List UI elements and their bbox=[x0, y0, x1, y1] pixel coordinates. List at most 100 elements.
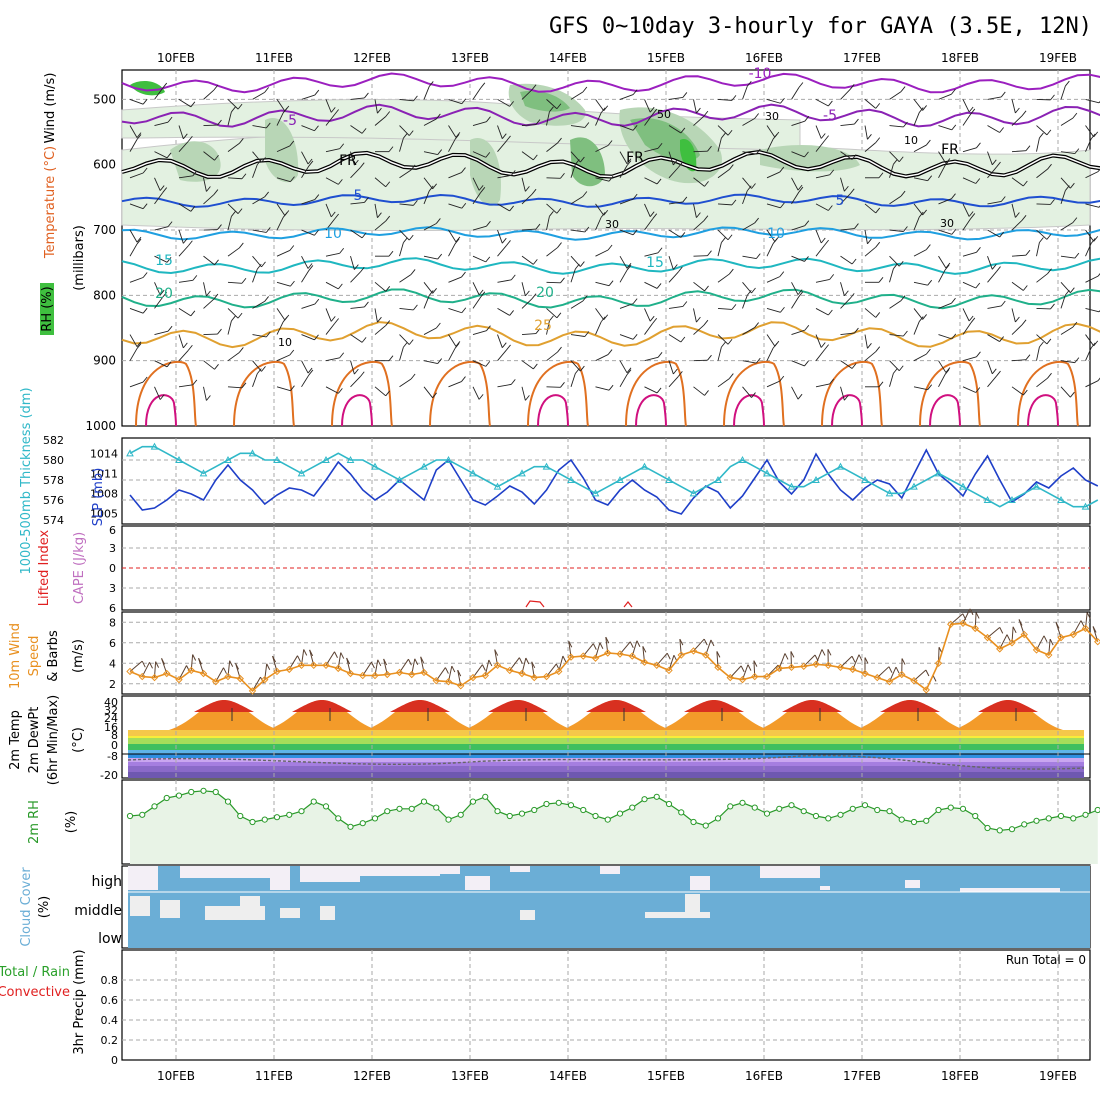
wind-barb bbox=[276, 99, 286, 112]
precip-ytick: 0 bbox=[111, 1054, 118, 1067]
wind-barb-flag bbox=[214, 259, 219, 266]
wind10m-point bbox=[898, 670, 906, 679]
wind10m-barb-flag bbox=[494, 649, 499, 656]
cloud-gap-high bbox=[465, 876, 490, 890]
wind-barb-flag bbox=[190, 101, 196, 108]
wind-barb-flag bbox=[410, 269, 416, 275]
cape-blip bbox=[525, 600, 545, 608]
wind-barb bbox=[423, 177, 433, 190]
wind-barb-flag bbox=[649, 315, 655, 322]
wind-barb-flag bbox=[804, 151, 809, 158]
profile-ylabel-units: (millibars) bbox=[72, 225, 87, 291]
wind-barb-flag bbox=[159, 185, 165, 191]
slp-marker bbox=[738, 455, 747, 463]
profile-ylabel-temp: Temperature (°C) bbox=[43, 146, 58, 259]
slp-marker bbox=[934, 469, 943, 477]
wind-barb-flag bbox=[727, 129, 733, 136]
wind-barb bbox=[423, 327, 437, 335]
slp-ytick: 1008 bbox=[90, 487, 118, 500]
wind10m-barb-flag bbox=[340, 652, 345, 659]
wind-barb bbox=[154, 177, 161, 191]
wind10m-point bbox=[530, 673, 538, 682]
wind-barb-flag bbox=[996, 370, 1001, 377]
wind10m-barb bbox=[656, 652, 668, 666]
wind10m-barb-flag bbox=[975, 612, 980, 619]
wind-barb-flag bbox=[798, 291, 804, 297]
wind-barb-flag bbox=[991, 264, 997, 270]
wind-barb-flag bbox=[1021, 110, 1027, 117]
wind-barb-flag bbox=[532, 154, 538, 161]
wind-barb bbox=[815, 278, 830, 283]
slp-marker bbox=[273, 455, 281, 463]
wind-barb bbox=[889, 229, 904, 232]
wind-barb bbox=[840, 332, 855, 335]
wind-barb-flag bbox=[1015, 107, 1020, 114]
wind-barb-flag bbox=[772, 133, 778, 140]
wind-barb-flag bbox=[704, 390, 709, 396]
wind-barb bbox=[815, 308, 829, 316]
rh2m-point bbox=[959, 805, 967, 812]
wind-barb-flag bbox=[461, 202, 467, 209]
temp2m-ytick: -20 bbox=[100, 769, 118, 782]
wind10m-ylabel-units: (m/s) bbox=[71, 639, 86, 673]
rh2m-point bbox=[1094, 806, 1100, 814]
wind10m-point bbox=[444, 677, 453, 686]
wind-barb bbox=[766, 203, 781, 209]
wind-barb bbox=[399, 169, 412, 179]
wind-barb bbox=[913, 144, 927, 153]
wind10m-barb-flag bbox=[716, 651, 721, 658]
wind-barb-flag bbox=[584, 226, 590, 233]
wind-barb bbox=[399, 347, 404, 361]
wind-barb-flag bbox=[903, 330, 908, 337]
wind-barb bbox=[889, 373, 894, 387]
wind-barb-flag bbox=[136, 132, 142, 138]
wind-barb bbox=[619, 198, 634, 205]
thickness-slp-panel: 574 576 578 580 582 1005 1008 1011 1014 1000-500… bbox=[19, 387, 1099, 575]
wind-barb bbox=[791, 329, 805, 335]
wind-barb-flag bbox=[851, 258, 857, 265]
wind-barb bbox=[913, 99, 923, 111]
wind-barb bbox=[325, 99, 332, 113]
wind10m-point bbox=[555, 667, 563, 676]
wind-barb-flag bbox=[525, 290, 530, 297]
wind-barb bbox=[521, 124, 536, 126]
wind-barb-flag bbox=[976, 351, 981, 358]
wind-barb-flag bbox=[167, 221, 173, 227]
wind-barb-flag bbox=[968, 106, 974, 113]
wind-barb bbox=[1060, 326, 1074, 335]
wind-barb-flag bbox=[1050, 303, 1055, 310]
wind-barb bbox=[154, 282, 161, 296]
wind-barb bbox=[1060, 294, 1066, 309]
wind-barb bbox=[668, 97, 683, 100]
wind10m-point bbox=[1045, 651, 1053, 659]
wind-barb-flag bbox=[1015, 316, 1020, 323]
wind-barb-flag bbox=[454, 238, 460, 245]
wind-barb bbox=[129, 277, 144, 283]
rh2m-point bbox=[898, 816, 905, 823]
wind-barb-flag bbox=[480, 82, 486, 89]
wind10m-point bbox=[542, 672, 551, 681]
wind10m-barb bbox=[876, 666, 890, 678]
wind-barb bbox=[203, 177, 207, 192]
wind-barb bbox=[595, 203, 605, 216]
wind10m-barb-flag bbox=[488, 659, 493, 667]
wind-barb bbox=[129, 307, 144, 314]
wind-barb-flag bbox=[385, 111, 391, 117]
temp-hump bbox=[169, 700, 279, 730]
wind-barb bbox=[766, 138, 774, 152]
wind-barb-flag bbox=[413, 200, 418, 206]
wind-barb bbox=[203, 386, 207, 401]
rh2m-point bbox=[800, 808, 807, 815]
wind-barb-flag bbox=[951, 88, 956, 95]
wind-barb-flag bbox=[1000, 300, 1006, 307]
wind-barb-flag bbox=[878, 172, 884, 179]
wind-barb bbox=[448, 334, 457, 347]
wind-barb-flag bbox=[1074, 148, 1080, 154]
wind10m-point bbox=[787, 663, 796, 672]
wind-barb-flag bbox=[867, 343, 872, 349]
wind-barb-flag bbox=[607, 244, 613, 251]
rh2m-point bbox=[469, 798, 477, 805]
wind-barb-flag bbox=[999, 231, 1004, 238]
wind10m-barb-flag bbox=[784, 653, 789, 660]
precip-run-total: Run Total = 0 bbox=[1006, 953, 1086, 967]
